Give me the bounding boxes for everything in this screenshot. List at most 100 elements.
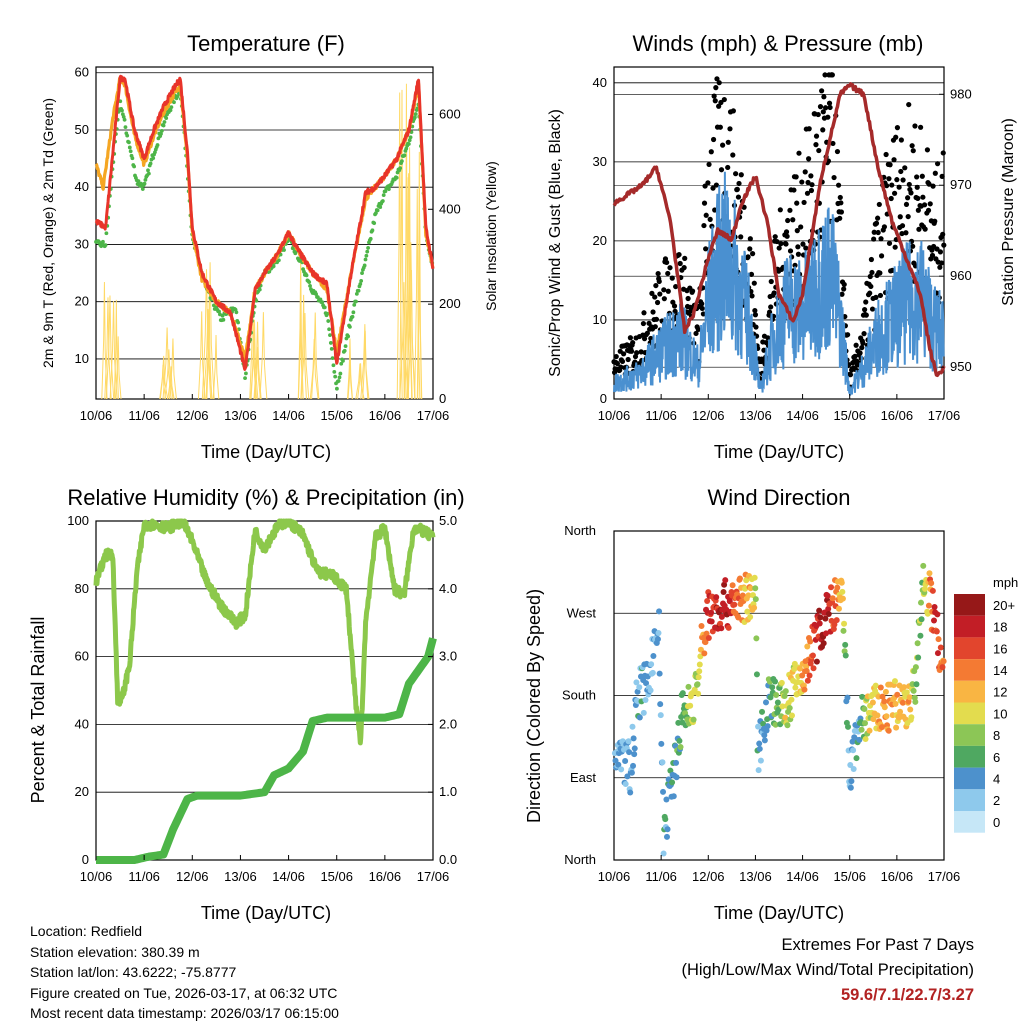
- direction-point: [917, 632, 924, 639]
- gust-point: [748, 271, 755, 277]
- gust-point: [627, 335, 634, 341]
- solar-insolation-trace: [253, 321, 262, 400]
- direction-point: [804, 677, 811, 684]
- dewpoint-point: [335, 386, 339, 391]
- gust-point: [613, 353, 619, 360]
- direction-point: [769, 684, 776, 691]
- direction-panel: Wind Direction North East South West North 1…: [524, 485, 1018, 923]
- gust-point: [641, 336, 648, 342]
- direction-point: [935, 636, 942, 643]
- direction-point: [856, 736, 863, 743]
- dewpoint-point: [120, 108, 124, 113]
- direction-point: [893, 724, 900, 731]
- dewpoint-point: [328, 341, 333, 345]
- direction-point: [694, 681, 701, 688]
- y-tick-label: South: [562, 688, 596, 703]
- temp-2m-line: [94, 74, 435, 371]
- legend-title: mph: [993, 575, 1018, 590]
- direction-point: [729, 582, 736, 589]
- direction-point: [809, 652, 816, 659]
- y-tick-label: 50: [75, 122, 89, 137]
- dewpoint-point: [162, 120, 167, 124]
- gust-point: [906, 101, 912, 108]
- gust-point: [883, 151, 889, 158]
- gust-point: [886, 176, 892, 182]
- direction-point: [892, 700, 899, 707]
- gust-point: [893, 134, 899, 140]
- direction-point: [772, 678, 779, 685]
- gust-point: [815, 111, 821, 118]
- dewpoint-point: [159, 128, 164, 133]
- gust-point: [634, 350, 640, 356]
- dewpoint-point: [130, 156, 135, 161]
- direction-point: [853, 755, 860, 762]
- gust-point: [804, 190, 811, 196]
- direction-point: [630, 762, 637, 769]
- temperature-title: Temperature (F): [187, 31, 345, 56]
- direction-point: [858, 726, 865, 733]
- gust-point: [873, 294, 879, 300]
- gust-point: [912, 123, 918, 129]
- y-tick-label: West: [567, 605, 597, 620]
- dewpoint-point: [381, 193, 386, 198]
- gust-point: [790, 217, 796, 223]
- y-tick-label: 40: [75, 179, 89, 194]
- dewpoint-point: [398, 166, 403, 171]
- direction-point: [839, 588, 846, 595]
- speed-legend: mph 20+ 18 16 14 12 10 8 6 4 2 0: [954, 575, 1018, 833]
- gust-point: [649, 290, 655, 296]
- direction-point: [736, 575, 743, 582]
- dewpoint-point: [148, 161, 153, 166]
- direction-point: [753, 671, 760, 678]
- gust-point: [638, 349, 644, 355]
- gust-point: [657, 291, 663, 297]
- dewpoint-point: [372, 221, 377, 226]
- direction-point: [718, 613, 725, 620]
- gust-point: [847, 372, 854, 378]
- gust-point: [749, 293, 755, 299]
- gust-point: [705, 180, 711, 186]
- gust-point: [940, 150, 946, 156]
- legend-label: 18: [993, 620, 1007, 635]
- gust-point: [862, 307, 868, 313]
- dewpoint-point: [155, 143, 160, 147]
- direction-point: [829, 595, 836, 602]
- direction-point: [629, 723, 636, 730]
- dewpoint-point: [380, 199, 385, 203]
- gust-point: [817, 104, 824, 110]
- dewpoint-point: [101, 239, 105, 244]
- solar-insolation-trace: [254, 346, 261, 400]
- gust-point: [909, 143, 915, 149]
- x-tick-label: 12/06: [692, 408, 725, 423]
- legend-label: 14: [993, 663, 1007, 678]
- direction-point: [810, 665, 817, 672]
- dewpoint-point: [127, 140, 131, 145]
- direction-point: [850, 766, 857, 773]
- y2-tick-label: 960: [950, 268, 972, 283]
- y-tick-label: 60: [75, 65, 89, 80]
- direction-point: [782, 714, 789, 721]
- direction-point: [885, 727, 892, 734]
- gust-point: [875, 229, 881, 236]
- gust-point: [915, 195, 921, 201]
- solar-insolation-trace: [212, 334, 220, 400]
- direction-point: [806, 672, 813, 679]
- direction-point: [657, 701, 664, 708]
- direction-point: [874, 712, 881, 719]
- direction-point: [925, 602, 932, 609]
- direction-point: [847, 784, 854, 791]
- gust-point: [871, 236, 877, 242]
- gust-point: [926, 181, 932, 187]
- direction-point: [662, 816, 669, 823]
- solar-insolation-trace: [407, 269, 416, 400]
- gust-point: [747, 236, 753, 242]
- gust-point: [644, 330, 650, 336]
- gust-point: [806, 126, 812, 132]
- gust-point: [806, 156, 812, 162]
- station-latlon: Station lat/lon: 43.6222; -75.8777: [30, 964, 237, 980]
- gust-point: [733, 171, 739, 177]
- dewpoint-point: [408, 135, 413, 140]
- dewpoint-point: [146, 168, 150, 173]
- direction-point: [634, 688, 641, 695]
- x-tick-label: 15/06: [833, 408, 866, 423]
